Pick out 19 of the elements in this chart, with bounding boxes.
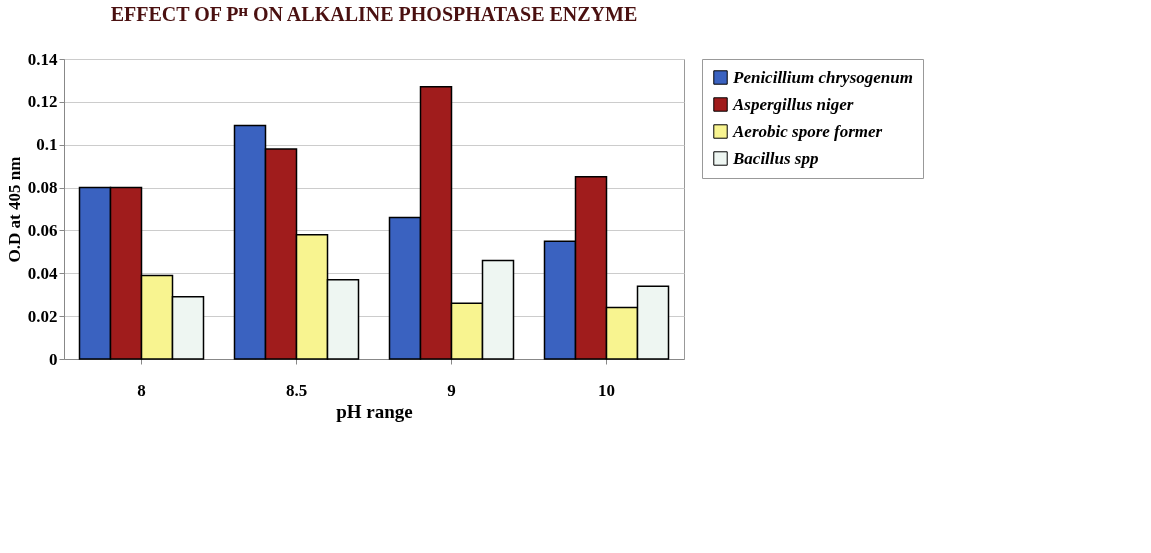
y-tick-label: 0.08 bbox=[27, 178, 58, 198]
x-tick-label: 9 bbox=[447, 380, 456, 400]
legend-label: Aerobic spore former bbox=[732, 121, 883, 141]
y-tick-label: 0.14 bbox=[27, 49, 58, 69]
chart-title: EFFECT OF Pᴴ ON ALKALINE PHOSPHATASE ENZYME bbox=[110, 3, 638, 25]
x-tick-label: 8 bbox=[137, 380, 146, 400]
legend-label: Penicillium chrysogenum bbox=[732, 67, 913, 87]
x-tick-label: 10 bbox=[598, 380, 615, 400]
y-tick-label: 0 bbox=[49, 349, 58, 369]
y-tick-label: 0.02 bbox=[27, 306, 58, 326]
legend-label: Aspergillus niger bbox=[732, 94, 854, 114]
x-axis-title: pH range bbox=[336, 400, 413, 422]
y-axis-title: O.D at 405 nm bbox=[4, 156, 24, 263]
x-tick-label: 8.5 bbox=[285, 380, 308, 400]
legend-label: Bacillus spp bbox=[732, 148, 819, 168]
y-tick-label: 0.12 bbox=[27, 92, 58, 112]
y-tick-label: 0.06 bbox=[27, 220, 58, 240]
y-tick-label: 0.1 bbox=[36, 135, 58, 155]
y-tick-label: 0.04 bbox=[27, 263, 58, 283]
